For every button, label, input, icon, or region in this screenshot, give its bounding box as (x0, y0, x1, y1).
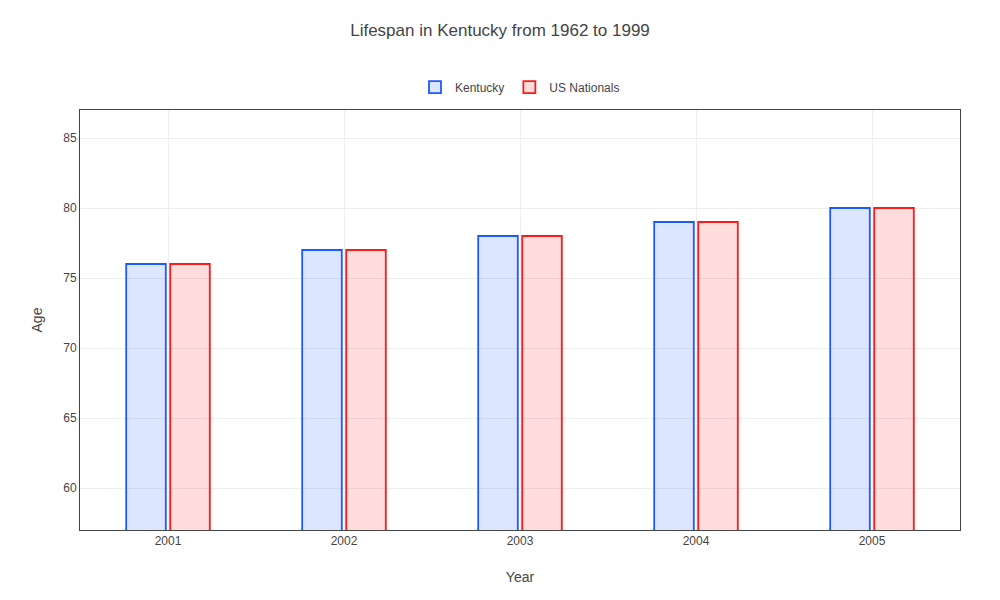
svg-text:65: 65 (63, 411, 77, 425)
svg-text:2002: 2002 (331, 534, 358, 548)
svg-text:US Nationals: US Nationals (549, 81, 619, 95)
svg-text:2005: 2005 (859, 534, 886, 548)
svg-text:75: 75 (63, 271, 77, 285)
svg-text:2001: 2001 (155, 534, 182, 548)
svg-text:2003: 2003 (507, 534, 534, 548)
svg-text:Age: Age (29, 307, 45, 332)
svg-text:Kentucky: Kentucky (455, 81, 504, 95)
svg-text:85: 85 (63, 131, 77, 145)
svg-text:60: 60 (63, 481, 77, 495)
svg-text:2004: 2004 (683, 534, 710, 548)
svg-text:70: 70 (63, 341, 77, 355)
svg-text:Lifespan in Kentucky from 1962: Lifespan in Kentucky from 1962 to 1999 (350, 21, 650, 40)
svg-text:80: 80 (63, 201, 77, 215)
svg-text:Year: Year (506, 569, 535, 585)
